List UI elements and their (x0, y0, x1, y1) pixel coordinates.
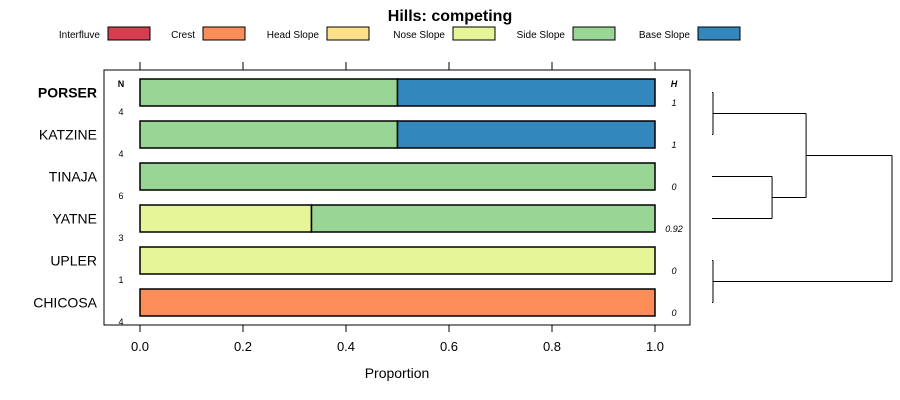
plot-area: PORSER 4 1 KATZINE 4 1 TINAJA 6 0 YATNE 3 0.92 UPLER… (33, 78, 683, 327)
dendrogram (712, 92, 893, 303)
bar-segment (139, 288, 656, 317)
x-tick-label: 1.0 (646, 339, 664, 354)
legend-swatch (107, 26, 151, 41)
legend-swatch (452, 26, 496, 41)
row-n-value: 4 (118, 107, 123, 117)
row-n-value: 3 (118, 233, 123, 243)
legend-swatch (697, 26, 741, 41)
legend-swatch (572, 26, 616, 41)
plot-frame (103, 69, 691, 326)
row-h-value: 1 (671, 140, 676, 150)
bar-segment (396, 78, 656, 107)
legend-label: Nose Slope (393, 30, 445, 41)
x-axis-label: Proportion (365, 365, 430, 381)
x-tick-label: 0.6 (440, 339, 458, 354)
legend: Interfluve Crest Head Slope Nose Slope Side … (59, 26, 741, 41)
row-n-value: 4 (118, 317, 123, 327)
legend-label: Side Slope (517, 30, 566, 41)
legend-label: Head Slope (267, 30, 320, 41)
bar-segment (139, 162, 656, 191)
n-header: N (118, 79, 125, 89)
row-n-value: 6 (118, 191, 123, 201)
x-tick-label: 0.0 (131, 339, 149, 354)
legend-label: Interfluve (59, 30, 101, 41)
x-tick-label: 0.2 (234, 339, 252, 354)
legend-label: Base Slope (639, 30, 691, 41)
row-label: YATNE (52, 211, 97, 227)
row-label: CHICOSA (33, 295, 97, 311)
chart-title: Hills: competing (388, 8, 512, 25)
legend-swatch (326, 26, 370, 41)
x-tick-label: 0.8 (543, 339, 561, 354)
row-label: UPLER (50, 253, 97, 269)
row-label: KATZINE (39, 127, 97, 143)
x-axis: 0.0 0.2 0.4 0.6 0.8 1.0 (131, 62, 664, 354)
bar-segment (139, 246, 656, 275)
row-n-value: 4 (118, 149, 123, 159)
x-tick-label: 0.4 (337, 339, 355, 354)
bar-segment (139, 78, 399, 107)
row-n-value: 1 (118, 275, 123, 285)
legend-label: Crest (171, 30, 195, 41)
row-label: TINAJA (49, 169, 98, 185)
row-h-value: 0 (671, 266, 676, 276)
h-header: H (671, 79, 678, 89)
bar-segment (396, 120, 656, 149)
legend-swatch (202, 26, 246, 41)
bar-segment (310, 204, 656, 233)
bar-segment (139, 120, 399, 149)
row-h-value: 0 (671, 182, 676, 192)
row-h-value: 0.92 (665, 224, 683, 234)
row-h-value: 0 (671, 308, 676, 318)
bar-segment (139, 204, 313, 233)
row-label: PORSER (38, 85, 97, 101)
row-h-value: 1 (671, 98, 676, 108)
